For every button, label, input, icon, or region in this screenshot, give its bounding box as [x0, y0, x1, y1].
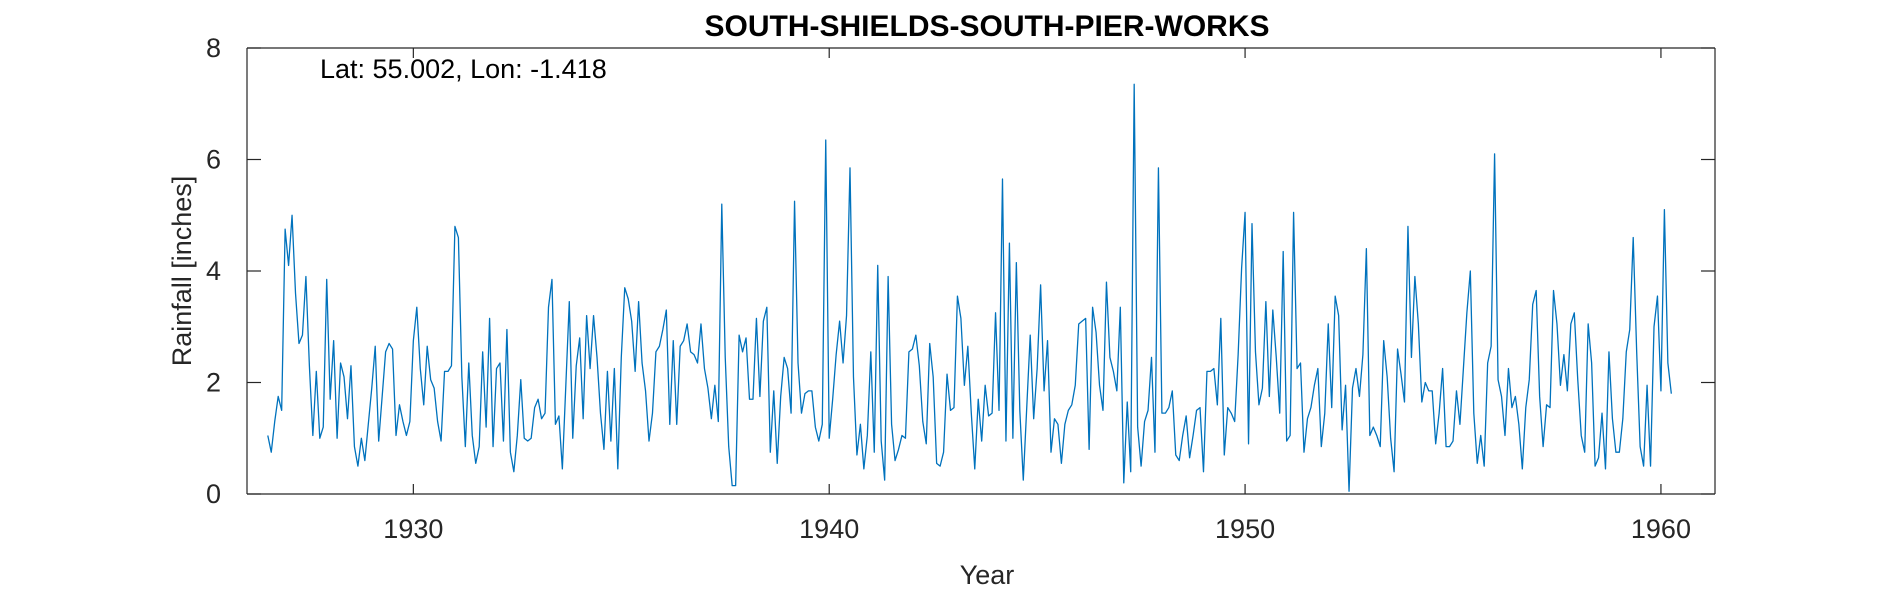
x-tick-label: 1960 [1631, 514, 1691, 544]
y-axis-label: Rainfall [inches] [167, 176, 197, 367]
chart-title: SOUTH-SHIELDS-SOUTH-PIER-WORKS [705, 10, 1270, 43]
y-tick-label: 4 [206, 256, 221, 286]
x-tick-label: 1930 [383, 514, 443, 544]
y-tick-label: 6 [206, 145, 221, 175]
y-tick-label: 2 [206, 368, 221, 398]
y-axis-ticks: 0 2 4 6 8 [206, 33, 1715, 509]
y-tick-label: 8 [206, 33, 221, 63]
axes-box [246, 47, 1716, 495]
location-annotation: Lat: 55.002, Lon: -1.418 [320, 54, 607, 84]
x-axis-ticks: 1930 1940 1950 1960 [383, 48, 1691, 544]
rainfall-series-line [267, 83, 1672, 492]
y-tick-label: 0 [206, 479, 221, 509]
x-axis-label: Year [960, 560, 1015, 590]
x-tick-label: 1940 [799, 514, 859, 544]
x-tick-label: 1950 [1215, 514, 1275, 544]
